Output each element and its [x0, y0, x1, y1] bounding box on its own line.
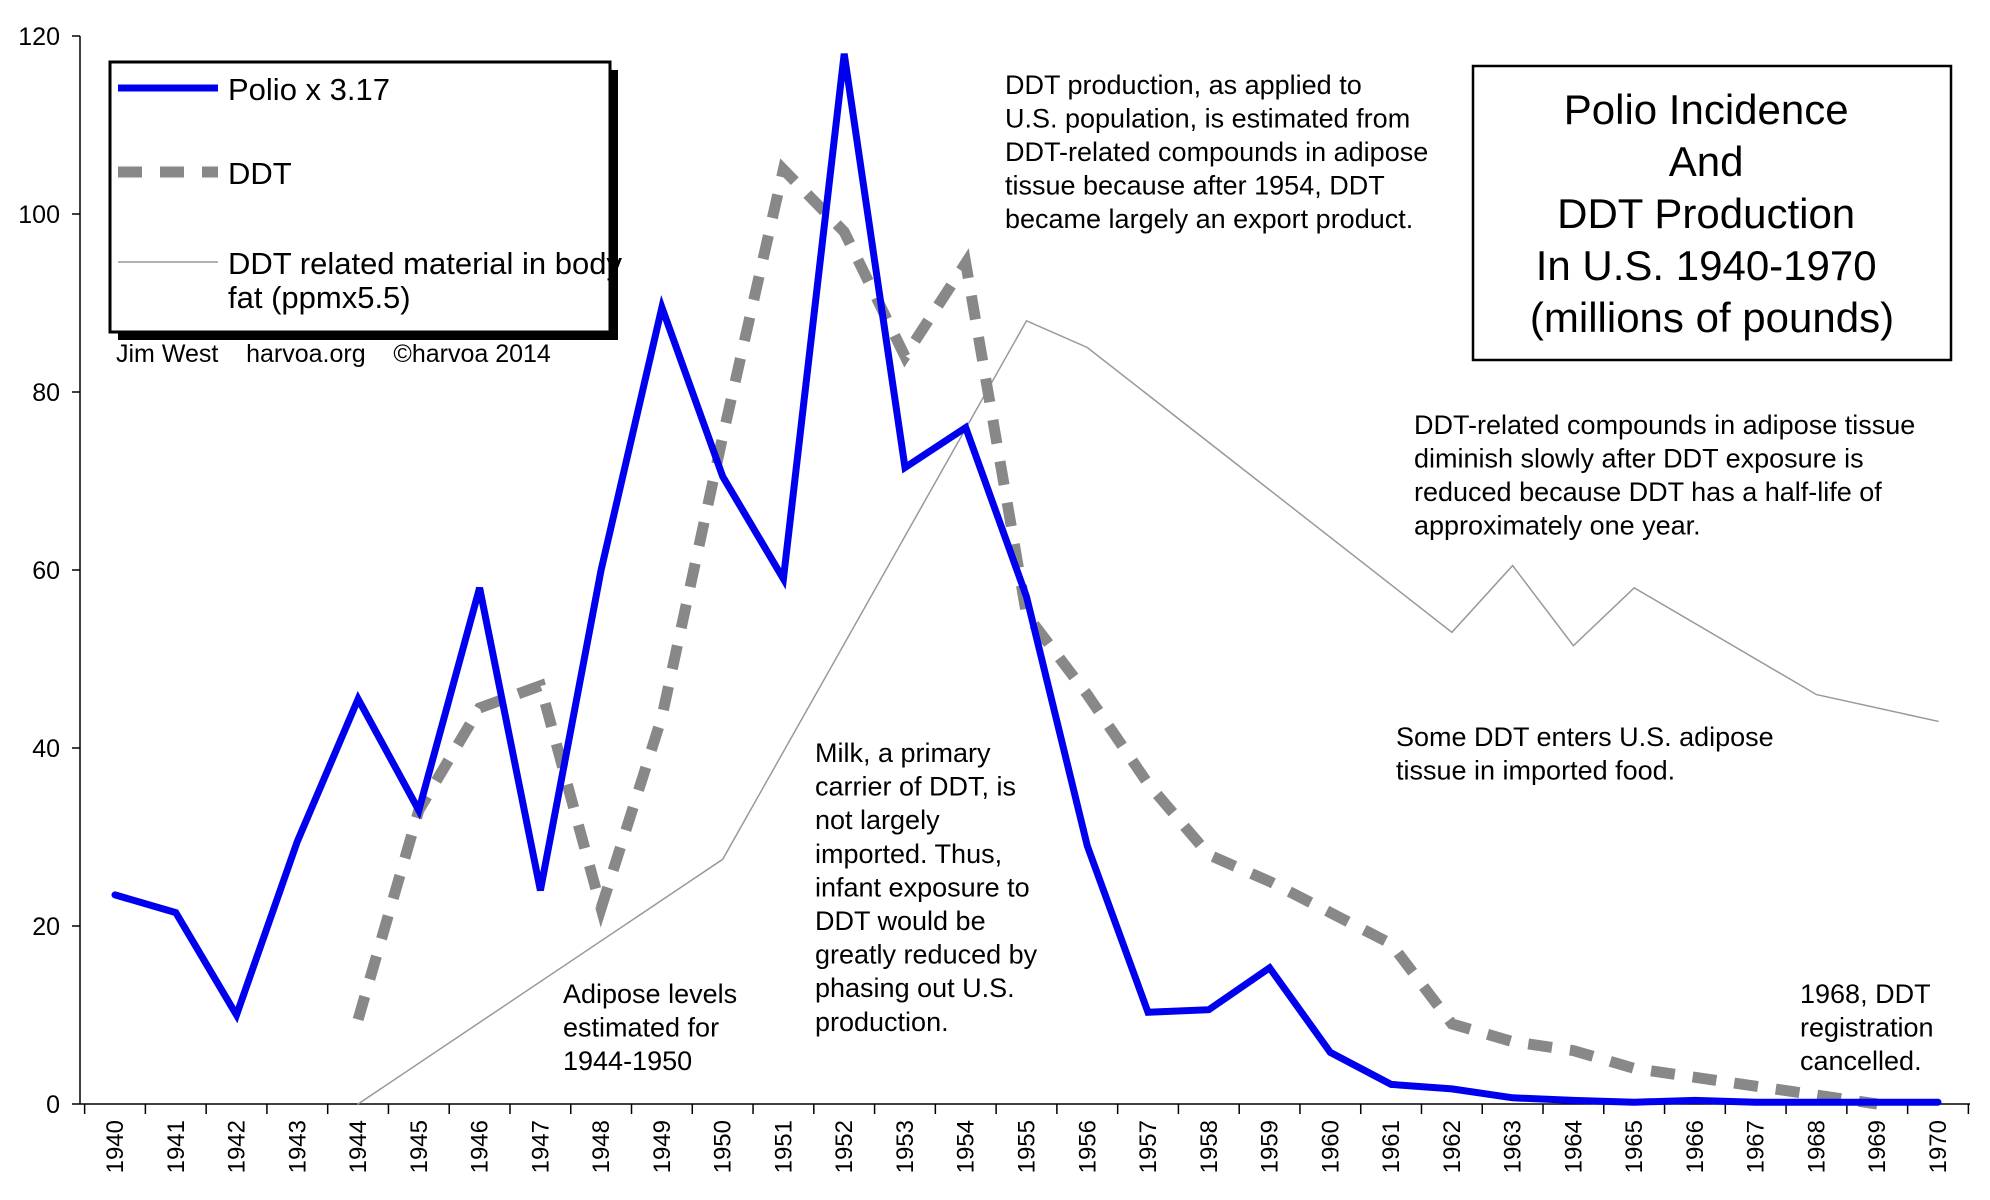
note-milk-line: DDT would be [815, 906, 986, 936]
x-tick-label: 1943 [284, 1120, 311, 1173]
note-milk-line: production. [815, 1007, 949, 1037]
x-tick-label: 1951 [770, 1120, 797, 1173]
note-imported-food-line: Some DDT enters U.S. adipose [1396, 722, 1774, 752]
legend-label-bodyfat: DDT related material in body fat (ppmx5.… [228, 246, 631, 315]
x-tick-label: 1969 [1864, 1120, 1891, 1173]
note-adipose-halflife-line: reduced because DDT has a half-life of [1414, 477, 1882, 507]
note-registration-cancelled: 1968, DDT registration cancelled. [1800, 979, 1934, 1076]
note-milk-line: carrier of DDT, is [815, 772, 1016, 802]
x-tick-label: 1944 [345, 1120, 372, 1173]
series-line-solid-thick [111, 53, 1942, 1106]
legend-label-ddt: DDT [228, 156, 292, 191]
y-tick-label: 40 [32, 735, 60, 763]
chart-title-line-1: Polio Incidence [1564, 86, 1849, 133]
chart-title-line-2: And [1669, 138, 1744, 185]
note-ddt-production-line: DDT-related compounds in adipose [1005, 137, 1428, 167]
note-registration-cancelled-line: registration [1800, 1013, 1934, 1043]
x-tick-label: 1954 [953, 1120, 980, 1173]
note-adipose-estimated-line: 1944-1950 [563, 1046, 692, 1076]
legend-label-ddt-line: DDT [228, 156, 292, 191]
note-ddt-production-line: U.S. population, is estimated from [1005, 104, 1410, 134]
series-layer [111, 53, 1942, 1110]
x-tick-label: 1940 [102, 1120, 129, 1173]
x-tick-label: 1956 [1074, 1120, 1101, 1173]
note-ddt-production-line: tissue because after 1954, DDT [1005, 171, 1385, 201]
note-milk-line: infant exposure to [815, 872, 1030, 902]
legend: Polio x 3.17 DDT DDT related material in… [108, 60, 631, 340]
x-tick-label: 1953 [892, 1120, 919, 1173]
chart-title-line-5: (millions of pounds) [1530, 294, 1894, 341]
annotations: DDT production, as applied to U.S. popula… [563, 70, 1934, 1076]
note-imported-food-line: tissue in imported food. [1396, 756, 1675, 786]
chart-title-line-3: DDT Production [1557, 190, 1855, 237]
x-tick-label: 1955 [1014, 1120, 1041, 1173]
credit-line: Jim West harvoa.org ©harvoa 2014 [116, 340, 551, 368]
x-tick-label: 1945 [406, 1120, 433, 1173]
chart-title: Polio Incidence And DDT Production In U.… [1530, 86, 1894, 341]
legend-box [108, 60, 612, 334]
y-tick-label: 120 [18, 23, 60, 51]
note-milk-line: phasing out U.S. [815, 973, 1015, 1003]
x-tick-label: 1942 [224, 1120, 251, 1173]
y-tick-label: 20 [32, 913, 60, 941]
x-tick-label: 1947 [527, 1120, 554, 1173]
x-tick-label: 1941 [163, 1120, 190, 1173]
y-axis-ticks: 0 20 40 60 80 100 120 [18, 23, 80, 1119]
note-milk-line: not largely [815, 805, 940, 835]
series-line-thin [357, 319, 1939, 1105]
note-adipose-halflife-line: diminish slowly after DDT exposure is [1414, 444, 1864, 474]
note-ddt-production-line: became largely an export product. [1005, 204, 1413, 234]
y-tick-label: 100 [18, 201, 60, 229]
chart-title-line-4: In U.S. 1940-1970 [1536, 242, 1877, 289]
y-tick-label: 0 [46, 1091, 60, 1119]
x-tick-label: 1952 [831, 1120, 858, 1173]
x-tick-label: 1960 [1317, 1120, 1344, 1173]
x-tick-label: 1963 [1500, 1120, 1527, 1173]
note-adipose-estimated-line: Adipose levels [563, 979, 737, 1009]
x-tick-label: 1967 [1743, 1120, 1770, 1173]
x-tick-label: 1961 [1378, 1120, 1405, 1173]
note-ddt-production: DDT production, as applied to U.S. popula… [1005, 70, 1428, 234]
note-milk: Milk, a primary carrier of DDT, is not lar… [815, 738, 1038, 1037]
title-frame [1471, 64, 1953, 362]
legend-label-bodyfat-line-2: fat (ppmx5.5) [228, 280, 411, 315]
x-tick-label: 1950 [710, 1120, 737, 1173]
note-milk-line: imported. Thus, [815, 839, 1002, 869]
legend-label-polio: Polio x 3.17 [228, 72, 390, 107]
note-milk-line: greatly reduced by [815, 940, 1038, 970]
x-tick-label: 1959 [1257, 1120, 1284, 1173]
note-milk-line: Milk, a primary [815, 738, 991, 768]
note-registration-cancelled-line: 1968, DDT [1800, 979, 1931, 1009]
legend-label-bodyfat-line-1: DDT related material in body [228, 246, 622, 281]
x-tick-label: 1964 [1560, 1120, 1587, 1173]
x-tick-label: 1946 [467, 1120, 494, 1173]
y-tick-label: 60 [32, 557, 60, 585]
note-adipose-estimated-line: estimated for [563, 1013, 719, 1043]
x-tick-label: 1957 [1135, 1120, 1162, 1173]
note-imported-food: Some DDT enters U.S. adipose tissue in im… [1396, 722, 1774, 786]
title-box: Polio Incidence And DDT Production In U.… [1471, 64, 1953, 362]
x-tick-label: 1962 [1439, 1120, 1466, 1173]
x-axis-ticks: 1940 1941 1942 1943 1944 1945 1946 1947 1948 1949… [83, 1104, 1970, 1173]
note-registration-cancelled-line: cancelled. [1800, 1046, 1922, 1076]
x-tick-label: 1970 [1925, 1120, 1952, 1173]
series-line-dashed [352, 158, 1878, 1110]
note-adipose-halflife-line: approximately one year. [1414, 511, 1701, 541]
note-adipose-halflife-line: DDT-related compounds in adipose tissue [1414, 410, 1915, 440]
x-tick-label: 1968 [1803, 1120, 1830, 1173]
x-tick-label: 1965 [1621, 1120, 1648, 1173]
x-tick-label: 1949 [649, 1120, 676, 1173]
note-adipose-halflife: DDT-related compounds in adipose tissue d… [1414, 410, 1915, 541]
x-tick-label: 1948 [588, 1120, 615, 1173]
y-tick-label: 80 [32, 379, 60, 407]
note-adipose-estimated: Adipose levels estimated for 1944-1950 [563, 979, 737, 1076]
x-tick-label: 1958 [1196, 1120, 1223, 1173]
x-tick-label: 1966 [1682, 1120, 1709, 1173]
note-ddt-production-line: DDT production, as applied to [1005, 70, 1362, 100]
